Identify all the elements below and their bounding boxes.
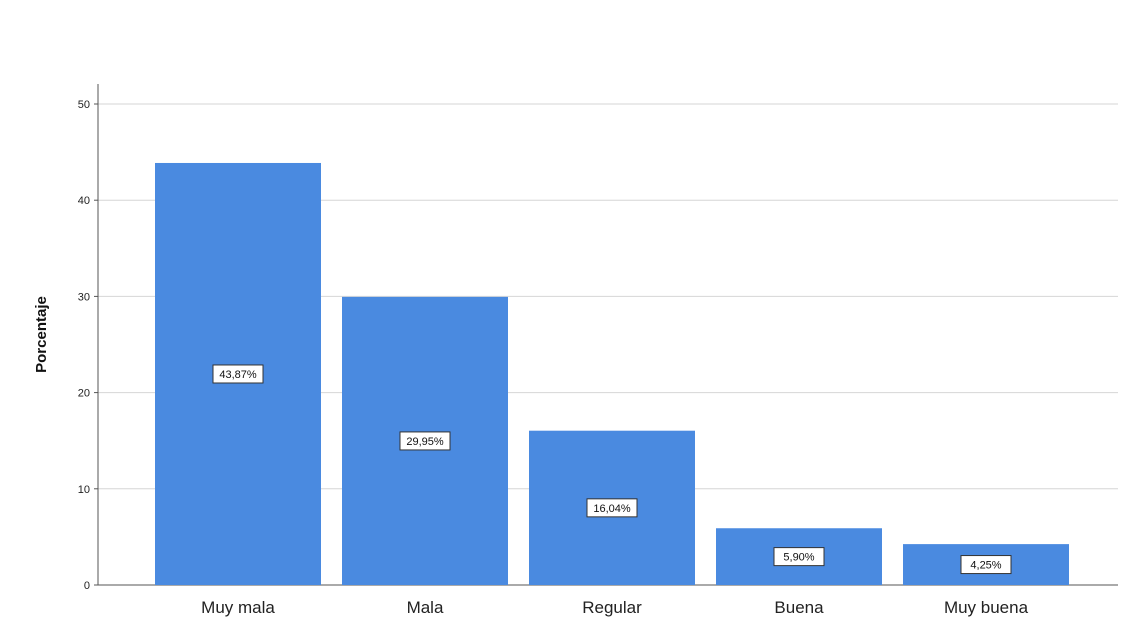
data-label-box bbox=[960, 555, 1012, 575]
data-label: 4,25% bbox=[960, 555, 1012, 575]
data-label: 16,04% bbox=[586, 498, 638, 518]
data-label-text: 4,25% bbox=[970, 560, 1001, 572]
category-label: Muy mala bbox=[201, 598, 275, 617]
data-label-box bbox=[773, 547, 825, 567]
y-tick-label: 50 bbox=[78, 99, 90, 111]
y-tick-label: 10 bbox=[78, 484, 90, 496]
data-label: 5,90% bbox=[773, 547, 825, 567]
data-label: 43,87% bbox=[212, 364, 264, 384]
data-label-box bbox=[399, 431, 451, 451]
data-labels: 43,87% 29,95% 16,04% 5,90% 4,25% bbox=[212, 364, 1012, 575]
data-label-box bbox=[586, 498, 638, 518]
y-tick-label: 0 bbox=[84, 580, 90, 592]
bars bbox=[155, 162, 1069, 586]
y-tick-labels: 0 10 20 30 40 50 bbox=[78, 99, 98, 592]
data-label-box bbox=[212, 364, 264, 384]
data-label-text: 29,95% bbox=[406, 436, 444, 448]
y-axis-title: Porcentaje bbox=[33, 296, 50, 373]
category-labels: Muy mala Mala Regular Buena Muy buena bbox=[201, 598, 1028, 617]
data-label: 29,95% bbox=[399, 431, 451, 451]
category-label: Regular bbox=[582, 598, 642, 617]
y-tick-label: 20 bbox=[78, 388, 90, 400]
category-label: Muy buena bbox=[944, 598, 1029, 617]
data-label-text: 16,04% bbox=[593, 503, 631, 515]
data-label-text: 43,87% bbox=[219, 369, 257, 381]
y-tick-label: 30 bbox=[78, 291, 90, 303]
category-label: Mala bbox=[407, 598, 444, 617]
category-label: Buena bbox=[774, 598, 824, 617]
y-tick-label: 40 bbox=[78, 195, 90, 207]
data-label-text: 5,90% bbox=[783, 552, 814, 564]
